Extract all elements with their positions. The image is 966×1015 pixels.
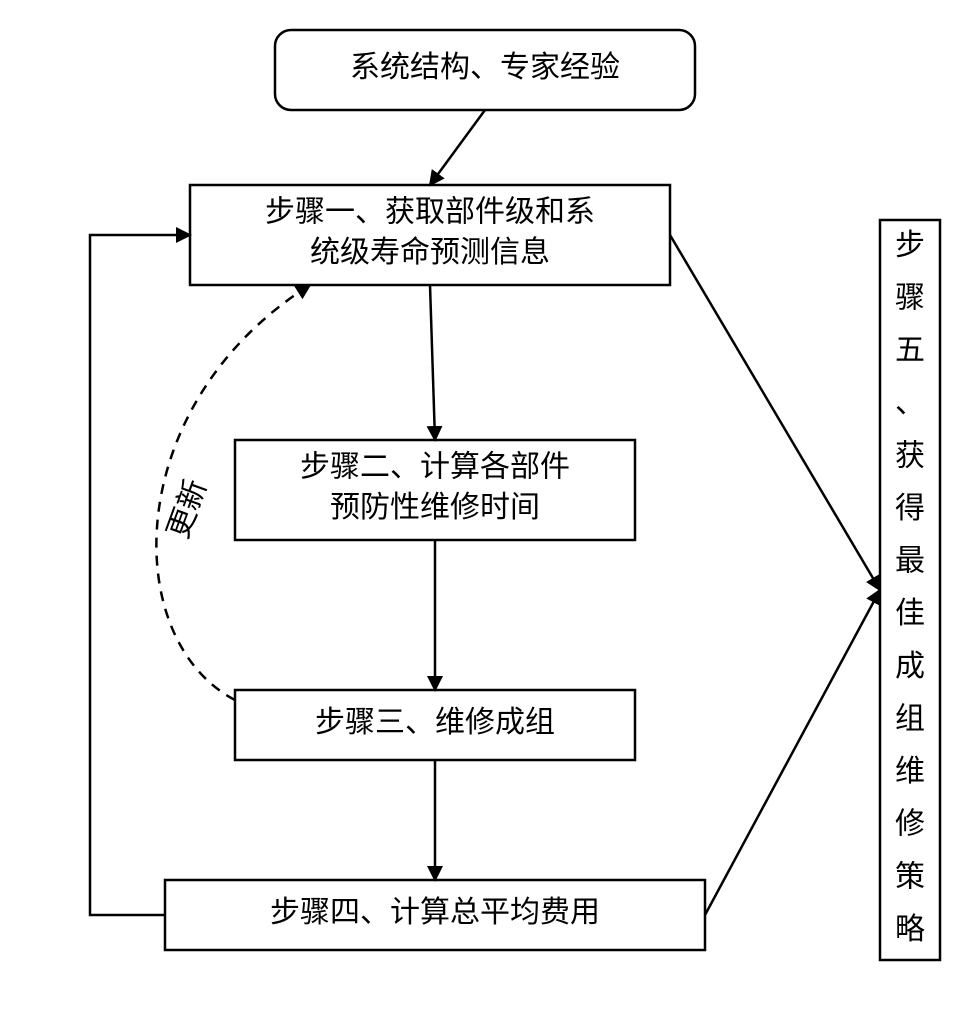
step2-node: 步骤二、计算各部件预防性维修时间 <box>235 440 635 540</box>
edge-step1-step2 <box>430 285 435 440</box>
step3-node: 步骤三、维修成组 <box>235 690 635 760</box>
step5-node <box>880 220 940 960</box>
step4-label-line0: 步骤四、计算总平均费用 <box>270 896 600 929</box>
step5-char-7: 佳 <box>895 597 925 630</box>
step2-label-line0: 步骤二、计算各部件 <box>300 451 570 484</box>
step5-char-2: 五 <box>895 334 925 367</box>
step1-node: 步骤一、获取部件级和系统级寿命预测信息 <box>190 185 670 285</box>
step5-char-9: 组 <box>895 702 925 735</box>
edge-step1-to-step5 <box>670 235 880 590</box>
step5-char-0: 步 <box>895 229 925 262</box>
step5-char-11: 修 <box>895 808 925 841</box>
step5-char-8: 成 <box>895 650 925 683</box>
step5-char-4: 获 <box>895 439 925 472</box>
step3-label-line0: 步骤三、维修成组 <box>315 706 555 739</box>
step5-char-5: 得 <box>895 492 925 525</box>
step4-node: 步骤四、计算总平均费用 <box>165 880 705 950</box>
step5-char-3: 、 <box>895 387 925 420</box>
edge-step4-to-step5 <box>705 590 880 915</box>
step1-label-line0: 步骤一、获取部件级和系 <box>265 196 595 229</box>
step5-char-6: 最 <box>895 545 925 578</box>
edge-step4-feedback-step1 <box>90 235 190 915</box>
step5-char-1: 骤 <box>895 282 925 315</box>
top-node: 系统结构、专家经验 <box>275 30 695 110</box>
step5-char-12: 策 <box>895 860 925 893</box>
edge-top-step1 <box>430 110 485 185</box>
step5-char-10: 维 <box>895 755 925 788</box>
step1-label-line1: 统级寿命预测信息 <box>310 236 550 269</box>
top-label-line0: 系统结构、专家经验 <box>350 51 620 84</box>
update-label: 更新 <box>162 475 214 543</box>
step2-label-line1: 预防性维修时间 <box>330 491 540 524</box>
step5-char-13: 略 <box>895 913 925 946</box>
